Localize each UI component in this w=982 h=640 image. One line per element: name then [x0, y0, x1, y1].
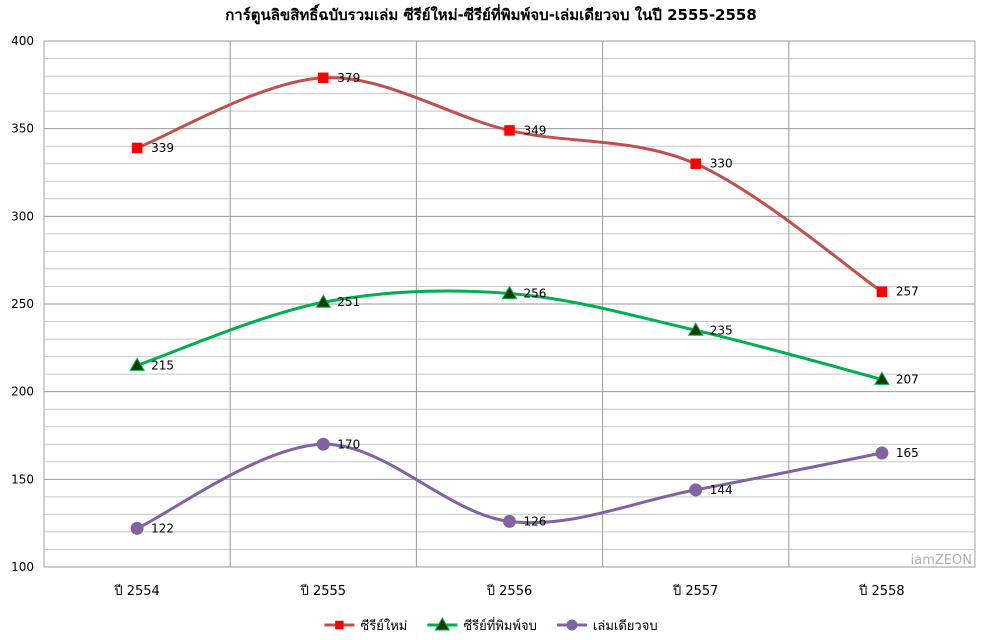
data-point-marker: [690, 158, 701, 169]
legend-item: ซีรีย์ที่พิมพ์จบ: [427, 617, 537, 634]
legend-marker: [434, 617, 451, 631]
data-point-marker: [315, 294, 332, 308]
y-tick-label: 350: [11, 122, 34, 136]
x-tick-label: ปี 2555: [300, 583, 346, 599]
x-tick-label: ปี 2556: [486, 583, 532, 599]
legend: ซีรีย์ใหม่ ซีรีย์ที่พิมพ์จบ เล่มเดียวจบ: [324, 617, 658, 634]
data-label: 257: [896, 285, 919, 299]
series-layer: 3393793493302572152512562352071221701261…: [129, 71, 919, 535]
watermark-text: iamZEON: [911, 553, 972, 568]
data-point-marker: [130, 521, 144, 535]
data-label: 126: [524, 514, 547, 528]
chart-title: การ์ตูนลิขสิทธิ์ฉบับรวมเล่ม ซีรีย์ใหม่-ซ…: [225, 3, 757, 25]
legend-item: เล่มเดียวจบ: [556, 618, 658, 634]
series-group: 339 379 349 330 257: [131, 71, 919, 299]
data-point-marker: [501, 285, 518, 299]
data-point-marker: [874, 371, 890, 385]
data-label: 144: [710, 483, 733, 497]
legend-marker: [566, 619, 578, 631]
data-point-marker: [318, 72, 329, 84]
y-tick-label: 300: [11, 209, 34, 223]
data-point-marker: [129, 357, 145, 371]
data-point-marker: [316, 437, 330, 451]
data-label: 256: [524, 286, 547, 300]
data-point-marker: [876, 286, 888, 297]
data-point-marker: [504, 125, 515, 136]
axes: 100 150 200 250 300 350 400 ปี 2554 ปี 2555 ปี 25…: [11, 34, 905, 599]
x-tick-label: ปี 2558: [858, 583, 904, 599]
y-tick-label: 250: [11, 297, 34, 311]
x-tick-label: ปี 2557: [672, 583, 718, 599]
data-label: 235: [710, 323, 733, 337]
data-label: 207: [896, 372, 919, 386]
y-tick-label: 200: [11, 385, 34, 399]
series-group: 122 170 126 144 165: [130, 437, 919, 535]
legend-marker: [335, 620, 344, 630]
legend-item: ซีรีย์ใหม่: [324, 618, 407, 634]
series-line: [135, 76, 884, 294]
data-label: 122: [151, 521, 174, 535]
data-point-marker: [131, 142, 143, 154]
data-label: 251: [337, 295, 360, 309]
data-point-marker: [875, 446, 889, 460]
data-label: 339: [151, 141, 174, 155]
data-label: 170: [337, 437, 360, 451]
data-label: 215: [151, 358, 174, 372]
legend-label: เล่มเดียวจบ: [593, 618, 658, 634]
y-tick-label: 400: [11, 34, 34, 48]
data-label: 349: [524, 123, 547, 137]
data-point-marker: [687, 322, 704, 336]
legend-label: ซีรีย์ที่พิมพ์จบ: [463, 617, 537, 634]
data-label: 165: [896, 446, 919, 460]
y-tick-label: 150: [11, 472, 34, 486]
grid: [43, 40, 976, 568]
y-tick-label: 100: [11, 560, 34, 574]
series-group: 215 251 256 235 207: [129, 285, 919, 386]
data-point-marker: [503, 514, 516, 528]
data-label: 379: [337, 71, 360, 85]
data-point-marker: [689, 483, 703, 497]
x-tick-label: ปี 2554: [113, 583, 159, 599]
data-label: 330: [710, 157, 733, 171]
legend-label: ซีรีย์ใหม่: [360, 618, 407, 634]
